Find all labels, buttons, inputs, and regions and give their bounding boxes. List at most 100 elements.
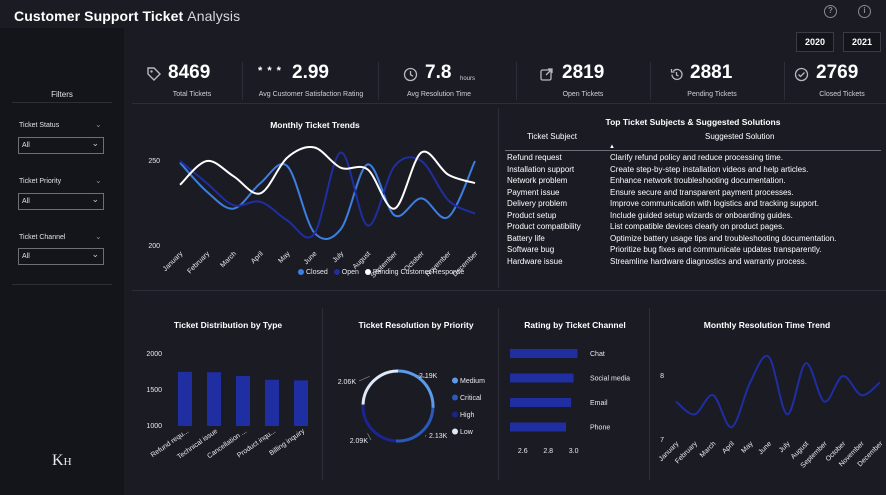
legend-dot-icon — [452, 411, 458, 418]
year-2020-button[interactable]: 2020 — [796, 32, 834, 52]
brand-logo: KH — [52, 452, 72, 469]
year-2021-button[interactable]: 2021 — [843, 32, 881, 52]
sort-arrow-icon[interactable]: ▲ — [609, 144, 615, 150]
distribution-title: Ticket Distribution by Type — [173, 320, 283, 330]
ticket-channel-select[interactable]: All ⌄ — [18, 248, 104, 265]
table-row[interactable]: Hardware issue Streamline hardware diagno… — [505, 257, 881, 269]
table-row[interactable]: Network problem Enhance network troublesh… — [505, 176, 881, 188]
monthly-trends-chart: 200 250 January February March April May June Ju… — [148, 146, 480, 280]
data-label: 2.06K — [338, 379, 357, 386]
kpi-satisfaction-value: 2.99 — [292, 62, 329, 83]
table-row[interactable]: Refund request Clarify refund policy and … — [505, 153, 881, 165]
x-tick-label: August — [352, 250, 372, 270]
open-external-icon — [540, 68, 553, 81]
table-cell-subject: Refund request — [507, 153, 562, 162]
bar — [510, 422, 566, 432]
legend-open[interactable]: Open — [333, 269, 359, 276]
priority-title: Ticket Resolution by Priority — [358, 320, 474, 330]
divider — [649, 308, 650, 480]
y-tick-label: 8 — [660, 373, 664, 380]
page-title: Customer Support Ticket Analysis — [14, 8, 241, 24]
kpi-satisfaction-label: Avg Customer Satisfaction Rating — [258, 91, 364, 98]
ticket-priority-label: Ticket Priority — [19, 178, 62, 185]
y-tick-label: 2000 — [146, 351, 162, 358]
y-tick-label: 200 — [148, 243, 160, 250]
series-line-open — [179, 151, 476, 239]
legend-pending[interactable]: Pending Customer Response — [364, 269, 464, 276]
x-tick-label: 2.8 — [543, 448, 553, 455]
category-label: Email — [590, 400, 608, 407]
table-header-subject[interactable]: Ticket Subject — [527, 132, 577, 141]
x-tick-label: June — [757, 440, 773, 456]
info-icon[interactable]: i — [858, 5, 871, 18]
table-row[interactable]: Product compatibility List compatible dev… — [505, 222, 881, 234]
table-cell-subject: Product compatibility — [507, 222, 581, 231]
x-tick-label: July — [778, 440, 792, 454]
divider — [242, 62, 243, 100]
table-row[interactable]: Installation support Create step-by-step … — [505, 165, 881, 177]
table-cell-subject: Installation support — [507, 164, 575, 174]
divider — [132, 103, 886, 104]
divider — [516, 62, 517, 100]
x-tick-label: May — [740, 440, 755, 455]
table-row[interactable]: Battery life Optimize battery usage tips … — [505, 234, 881, 246]
chevron-down-icon[interactable]: ⌄ — [95, 232, 102, 241]
dropdown-arrow-icon: ⌄ — [91, 138, 99, 148]
pie-slice-low — [361, 369, 399, 405]
chevron-down-icon[interactable]: ⌄ — [95, 176, 102, 185]
x-tick-label: February — [186, 250, 211, 275]
chevron-down-icon[interactable]: ⌄ — [95, 120, 102, 129]
table-row[interactable]: Product setup Include guided setup wizard… — [505, 211, 881, 223]
table-cell-solution: Clarify refund policy and reduce process… — [610, 153, 783, 162]
table-row[interactable]: Payment issue Ensure secure and transpare… — [505, 188, 881, 200]
table-row[interactable]: Delivery problem Improve communication wi… — [505, 199, 881, 211]
divider — [498, 308, 499, 480]
dropdown-arrow-icon: ⌄ — [91, 194, 99, 204]
monthly-trends-title: Monthly Ticket Trends — [270, 120, 360, 130]
bar — [294, 380, 308, 426]
pie-slice-critical — [395, 407, 435, 443]
x-tick-label: March — [219, 250, 238, 269]
legend-closed[interactable]: Closed — [298, 269, 328, 276]
data-label: 2.19K — [419, 373, 438, 380]
bar — [510, 349, 578, 358]
leader-line — [424, 434, 427, 437]
x-tick-label: March — [699, 440, 718, 459]
table-header-solution[interactable]: Suggested Solution — [705, 132, 775, 141]
channel-rating-title: Rating by Ticket Channel — [524, 320, 626, 330]
check-circle-icon — [794, 67, 809, 82]
kpi-resolution-unit: hours — [460, 76, 476, 82]
priority-chart: 2.19K 2.13K 2.09K 2.06K Medium Critical High Lo… — [338, 369, 485, 445]
stars-icon: * * * — [258, 65, 282, 77]
series-line — [675, 354, 881, 429]
x-tick-label: May — [277, 250, 292, 265]
bar — [510, 373, 574, 383]
table-row[interactable]: Software bug Prioritize bug fixes and com… — [505, 245, 881, 257]
leader-line — [415, 374, 428, 379]
table-cell-solution: Create step-by-step installation videos … — [610, 164, 809, 174]
data-label: 2.13K — [429, 433, 448, 440]
table-cell-solution: Prioritize bug fixes and communicate upd… — [610, 245, 822, 254]
series-line-closed — [179, 160, 476, 240]
pie-slice-medium — [397, 369, 435, 408]
kpi-pending-value: 2881 — [690, 62, 733, 83]
table-cell-solution: List compatible devices clearly on produ… — [610, 222, 785, 231]
x-tick-label: January — [162, 250, 185, 273]
table-cell-solution: Streamline hardware diagnostics and warr… — [610, 256, 807, 266]
table-title: Top Ticket Subjects & Suggested Solution… — [605, 117, 781, 127]
ticket-status-select[interactable]: All ⌄ — [18, 137, 104, 154]
kpi-closed-label: Closed Tickets — [819, 91, 865, 98]
legend-dot-icon — [452, 394, 458, 401]
ticket-priority-select[interactable]: All ⌄ — [18, 193, 104, 210]
divider — [784, 62, 785, 100]
category-label: Social media — [590, 376, 630, 383]
table-cell-subject: Delivery problem — [507, 199, 568, 208]
divider — [12, 102, 112, 103]
x-tick-label: April — [721, 440, 736, 455]
help-icon[interactable]: ? — [824, 5, 837, 18]
kpi-resolution-label: Avg Resolution Time — [406, 91, 472, 98]
series-line-pending-customer-response — [179, 146, 476, 210]
table-cell-subject: Software bug — [507, 245, 555, 254]
